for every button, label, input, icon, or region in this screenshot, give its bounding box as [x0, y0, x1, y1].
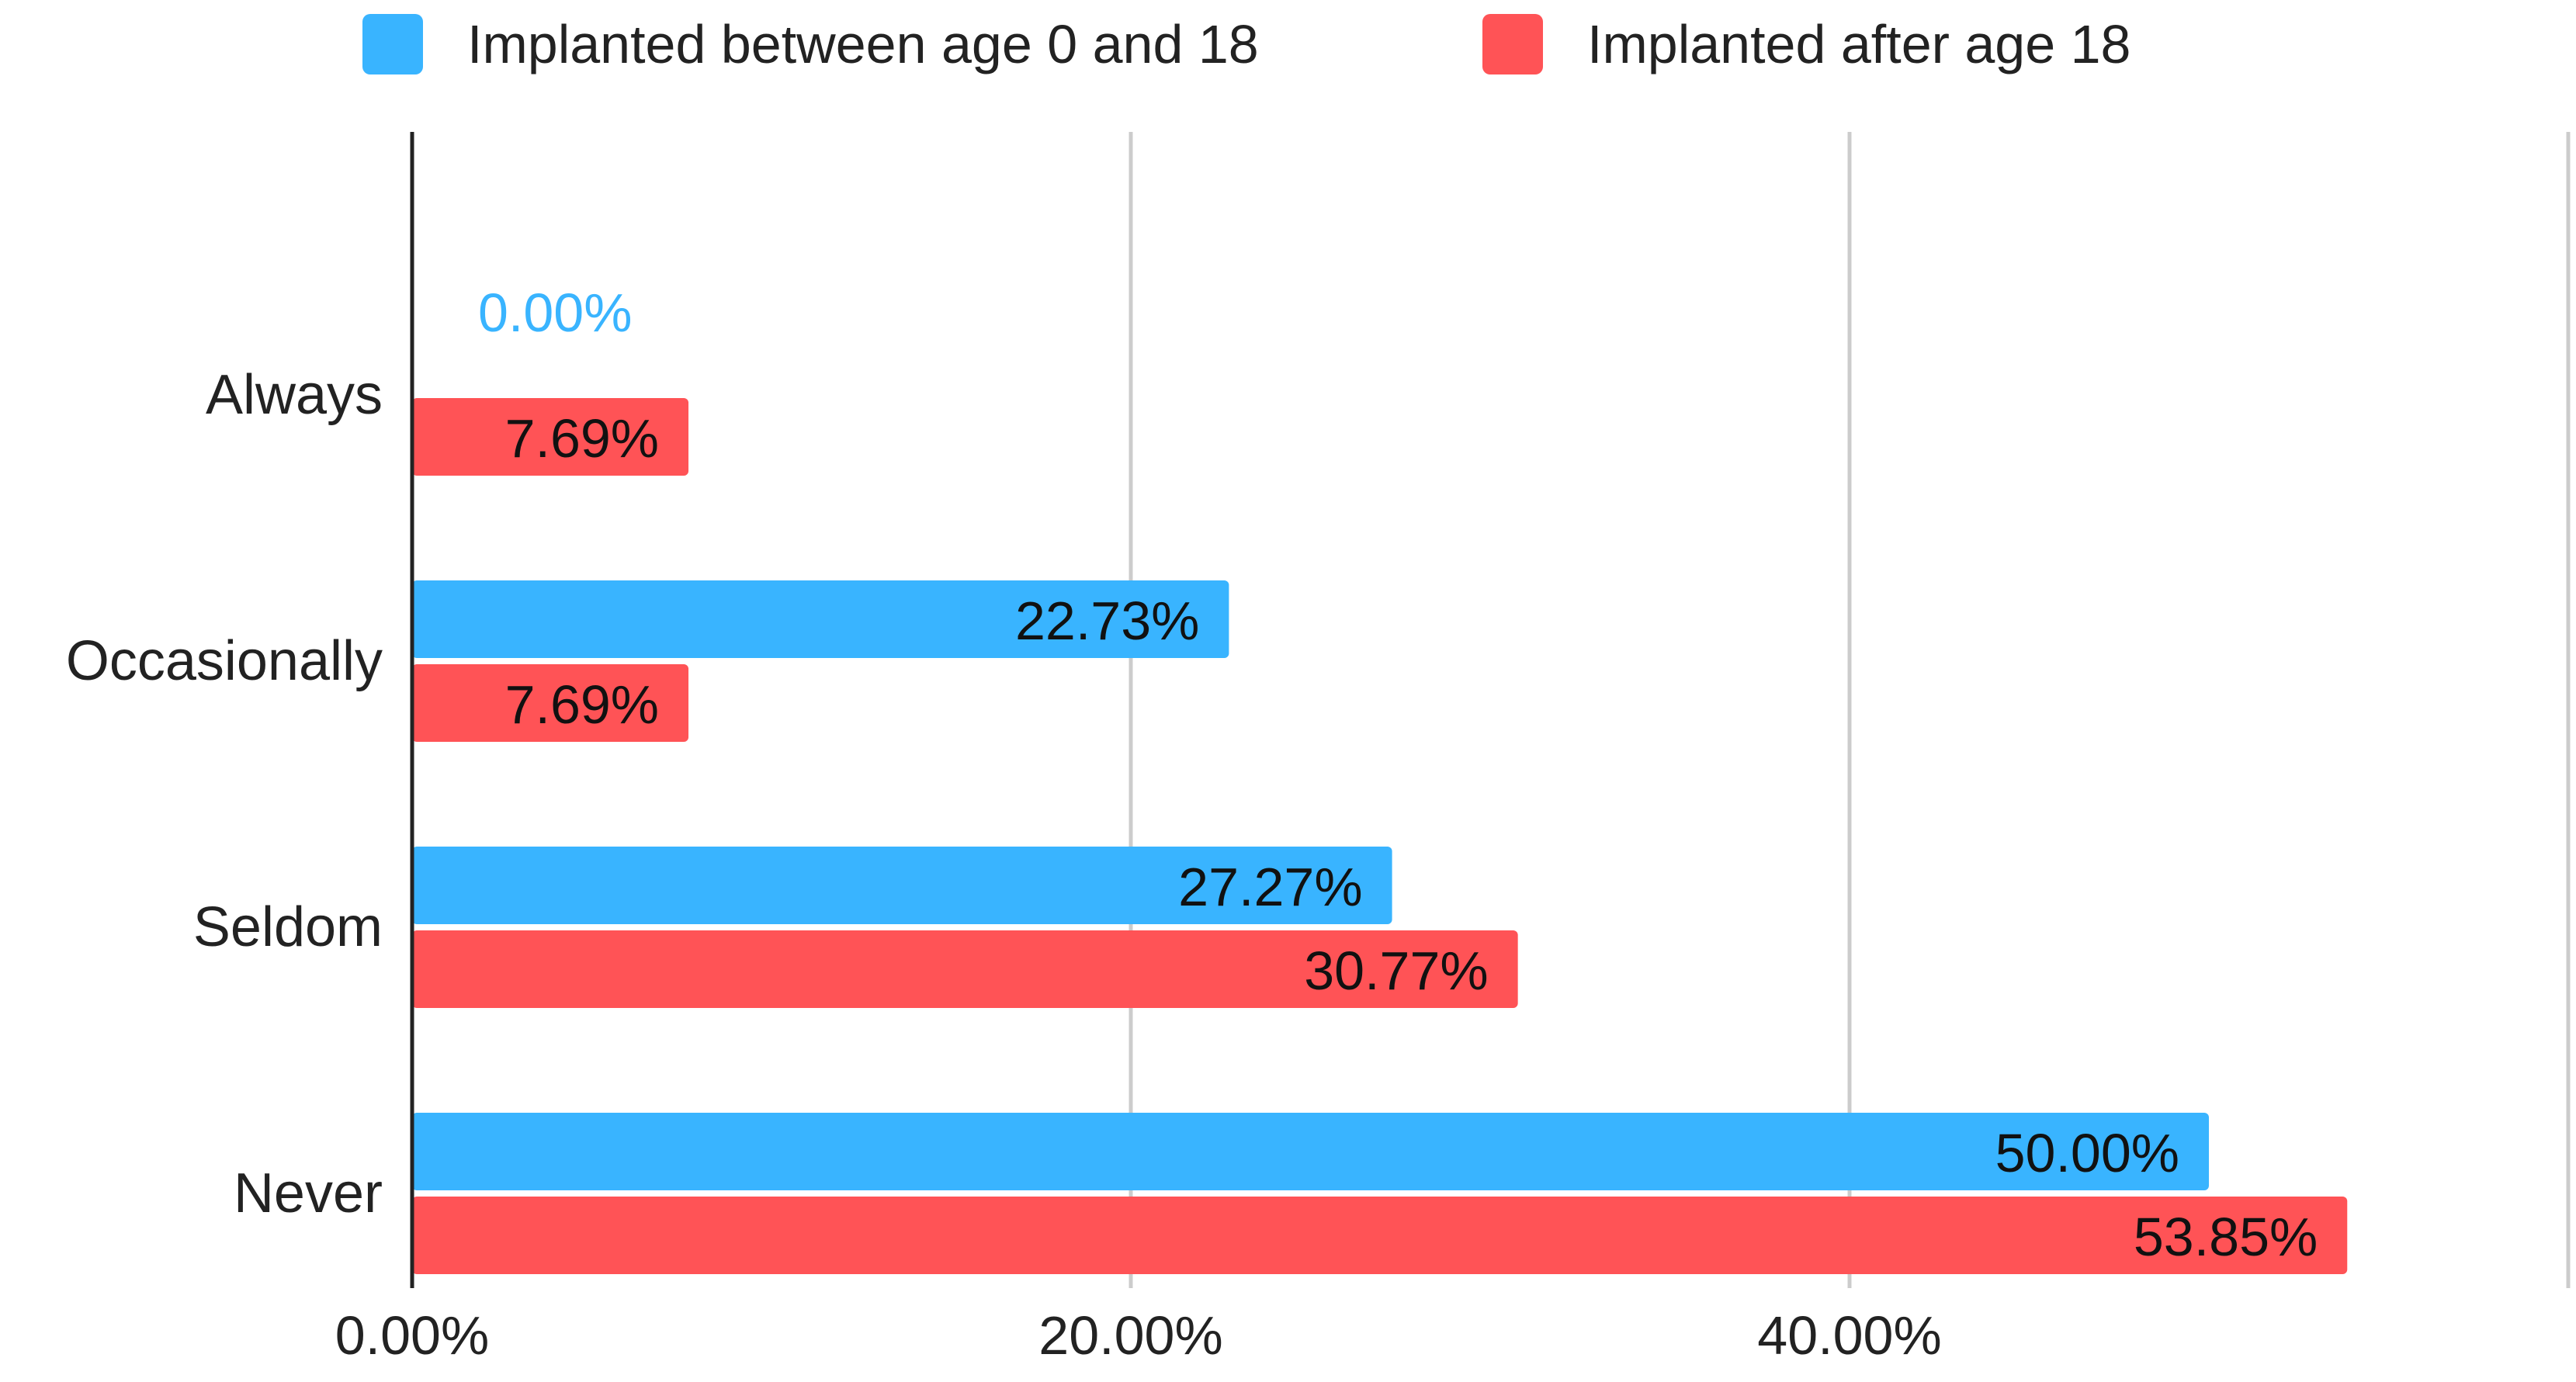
gridlines	[1129, 132, 2571, 1288]
legend-swatch-series-1	[362, 14, 423, 74]
legend-swatch-series-2	[1482, 14, 1543, 74]
category-label-always: Always	[206, 364, 383, 426]
category-label-seldom: Seldom	[193, 896, 383, 958]
category-labels: Always Occasionally Seldom Never	[66, 364, 383, 1224]
data-label-seldom-series-2: 30.77%	[1304, 940, 1488, 1001]
legend: Implanted between age 0 and 18 Implanted…	[362, 14, 2130, 74]
x-tick-label-2: 40.00%	[1757, 1305, 1941, 1366]
legend-label-series-1: Implanted between age 0 and 18	[467, 14, 1259, 74]
bar-never-series-1	[412, 1113, 2209, 1190]
x-tick-label-0: 0.00%	[335, 1305, 489, 1366]
bar-seldom-series-2	[412, 930, 1518, 1008]
category-label-occasionally: Occasionally	[66, 630, 383, 692]
bar-always-series-2	[412, 398, 689, 476]
x-tick-label-1: 20.00%	[1038, 1305, 1222, 1366]
data-label-always-series-2: 7.69%	[505, 408, 659, 469]
category-label-never: Never	[234, 1162, 383, 1224]
bar-seldom-series-1	[412, 847, 1392, 924]
bar-occasionally-series-1	[412, 580, 1229, 658]
data-label-never-series-1: 50.00%	[1995, 1123, 2179, 1183]
legend-label-series-2: Implanted after age 18	[1587, 14, 2130, 74]
bar-never-series-2	[412, 1197, 2348, 1274]
data-label-occasionally-series-2: 7.69%	[505, 674, 659, 735]
data-label-always-series-1: 0.00%	[478, 282, 632, 343]
bars: 0.00% 7.69% 22.73% 7.69% 27.27% 30.77% 50.00% 5…	[412, 282, 2348, 1274]
data-label-seldom-series-1: 27.27%	[1178, 857, 1362, 917]
data-label-occasionally-series-1: 22.73%	[1015, 591, 1199, 651]
bar-occasionally-series-2	[412, 664, 689, 742]
x-tick-labels: 0.00% 20.00% 40.00%	[335, 1305, 1942, 1366]
data-label-never-series-2: 53.85%	[2134, 1207, 2318, 1267]
